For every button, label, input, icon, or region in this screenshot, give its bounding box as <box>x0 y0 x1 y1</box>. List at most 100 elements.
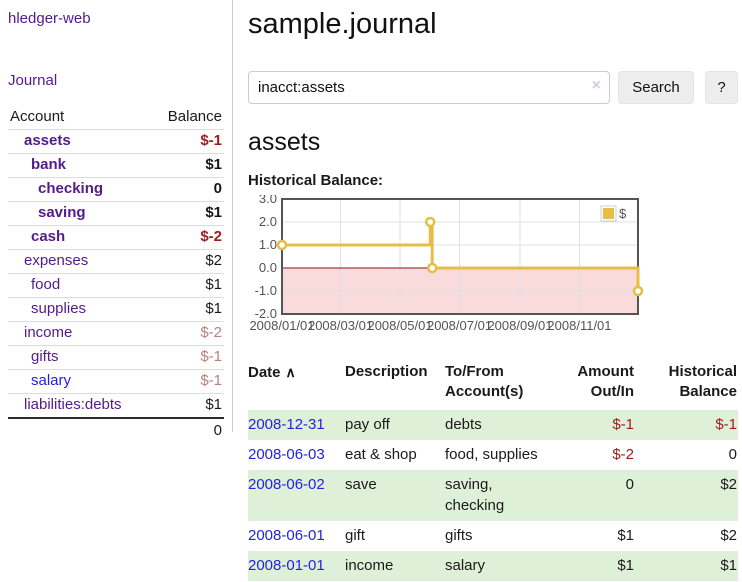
accounts-header-balance: Balance <box>167 108 222 125</box>
account-name-cell: liabilities:debts <box>8 393 152 418</box>
account-row: saving $1 <box>8 201 224 226</box>
account-row: bank $1 <box>8 153 224 178</box>
register-amount: $-1 <box>560 410 642 440</box>
account-name-cell: bank <box>8 153 152 178</box>
register-description: eat & shop <box>345 446 417 463</box>
account-row: assets $-1 <box>8 129 224 154</box>
transaction-date-link[interactable]: 2008-12-31 <box>248 416 325 433</box>
account-link[interactable]: gifts <box>31 348 59 365</box>
register-date-cell: 2008-06-02 <box>248 470 345 521</box>
accounts-total-value: 0 <box>151 417 224 443</box>
register-description: gift <box>345 527 366 544</box>
search-button[interactable]: Search <box>618 71 694 104</box>
account-name-cell: checking <box>8 177 152 202</box>
account-balance: $-1 <box>151 129 224 154</box>
register-balance: 0 <box>728 446 737 463</box>
svg-text:0.0: 0.0 <box>259 260 277 275</box>
search-input[interactable] <box>248 71 610 104</box>
app-brand: hledger-web <box>8 10 232 27</box>
account-name-cell: expenses <box>8 249 152 274</box>
svg-text:$: $ <box>619 206 627 221</box>
account-name-cell: supplies <box>8 297 152 322</box>
svg-text:2008/07/01: 2008/07/01 <box>427 318 492 333</box>
account-name-cell: cash <box>8 225 152 250</box>
register-balance: $1 <box>642 551 738 581</box>
accounts-header-account: Account <box>10 108 65 125</box>
search-input-wrap: × <box>248 71 610 104</box>
register-row: 2008-06-01 gift gifts $1 $2 <box>248 521 738 551</box>
register-row: 2008-06-03 eat & shop food, supplies $-2 0 <box>248 440 738 470</box>
accounts-header-row: Account Balance <box>8 105 224 130</box>
register-accounts: food, supplies <box>445 446 538 463</box>
account-link[interactable]: supplies <box>31 300 87 317</box>
account-balance: $1 <box>151 201 224 226</box>
main-content: sample.journal × Search ? assets Histori… <box>248 0 738 581</box>
help-button[interactable]: ? <box>705 71 738 104</box>
register-amount: $1 <box>617 527 634 544</box>
account-link[interactable]: checking <box>38 180 104 197</box>
register-amount: $1 <box>560 551 642 581</box>
svg-text:2008/11/01: 2008/11/01 <box>547 318 611 333</box>
account-row: gifts $-1 <box>8 345 224 370</box>
account-heading: assets <box>248 128 321 156</box>
register-date-cell: 2008-06-03 <box>248 440 345 470</box>
account-link[interactable]: assets <box>24 132 71 149</box>
accounts-table: Account Balance assets $-1 bank $1 checking 0… <box>8 105 224 443</box>
accounts-total-spacer <box>8 417 152 443</box>
account-row: checking 0 <box>8 177 224 202</box>
account-link[interactable]: liabilities:debts <box>24 396 122 413</box>
svg-text:1.0: 1.0 <box>259 237 277 252</box>
account-link[interactable]: expenses <box>24 252 89 269</box>
register-accounts: debts <box>445 410 560 440</box>
register-balance: $-1 <box>642 410 738 440</box>
account-balance: $2 <box>151 249 224 274</box>
register-row: 2008-06-02 save saving, checking 0 $2 <box>248 470 738 521</box>
chart-canvas: 3.0 2.0 1.0 0.0 -1.0 -2.02008/01/012008/03/01… <box>249 191 644 333</box>
register-description: pay off <box>345 410 445 440</box>
transaction-date-link[interactable]: 2008-06-03 <box>248 446 325 463</box>
register-header-amount: Amount Out/In <box>577 363 634 400</box>
account-balance: $-2 <box>151 321 224 346</box>
register-row: 2008-01-01 income salary $1 $1 <box>248 551 738 581</box>
account-row: income $-2 <box>8 321 224 346</box>
register-amount: 0 <box>560 470 642 521</box>
journal-nav-link[interactable]: Journal <box>8 72 58 89</box>
svg-text:2008/03/01: 2008/03/01 <box>308 318 373 333</box>
account-link[interactable]: food <box>31 276 61 293</box>
account-row: expenses $2 <box>8 249 224 274</box>
clear-search-icon[interactable]: × <box>591 77 601 94</box>
transaction-date-link[interactable]: 2008-06-02 <box>248 476 325 493</box>
svg-text:2.0: 2.0 <box>259 214 277 229</box>
register-date-cell: 2008-01-01 <box>248 551 345 581</box>
register-header-accounts: To/From Account(s) <box>445 363 524 400</box>
svg-text:3.0: 3.0 <box>259 195 277 206</box>
transaction-date-link[interactable]: 2008-01-01 <box>248 557 325 574</box>
brand-link[interactable]: hledger-web <box>8 10 91 27</box>
account-link[interactable]: salary <box>31 372 72 389</box>
account-row: food $1 <box>8 273 224 298</box>
register-header-date: Date ∧ <box>248 364 296 381</box>
chart-label: Historical Balance: <box>248 172 384 189</box>
account-link[interactable]: bank <box>31 156 67 173</box>
account-link[interactable]: income <box>24 324 73 341</box>
account-row: cash $-2 <box>8 225 224 250</box>
register-header-row: Date ∧ Description To/From Account(s) Amo… <box>248 360 738 410</box>
register-date-cell: 2008-12-31 <box>248 410 345 440</box>
svg-text:2008/01/01: 2008/01/01 <box>249 318 314 333</box>
register-accounts: gifts <box>445 527 473 544</box>
register-table: Date ∧ Description To/From Account(s) Amo… <box>248 360 738 581</box>
account-row: supplies $1 <box>8 297 224 322</box>
account-balance: 0 <box>151 177 224 202</box>
account-link[interactable]: saving <box>38 204 86 221</box>
register-header-balance: Historical Balance <box>668 363 737 400</box>
account-name-cell: income <box>8 321 152 346</box>
register-row: 2008-12-31 pay off debts $-1 $-1 <box>248 410 738 440</box>
transaction-date-link[interactable]: 2008-06-01 <box>248 527 325 544</box>
register-accounts: saving, checking <box>445 470 560 521</box>
account-link[interactable]: cash <box>31 228 66 245</box>
register-balance: $2 <box>642 470 738 521</box>
sidebar-nav: Journal <box>8 72 232 89</box>
sort-ascending-icon: ∧ <box>285 364 296 380</box>
account-balance: $1 <box>151 393 224 418</box>
